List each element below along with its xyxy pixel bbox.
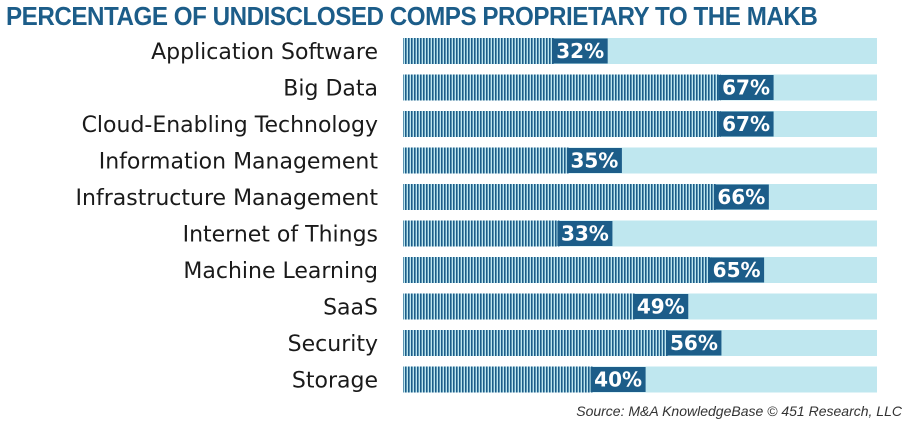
bar — [403, 330, 669, 356]
bar — [403, 38, 555, 64]
value-label: 40% — [594, 368, 642, 392]
category-label: Machine Learning — [183, 259, 378, 284]
value-label: 49% — [637, 295, 685, 319]
bar-row: Application Software 32% — [151, 38, 877, 65]
value-label-box — [590, 367, 646, 392]
bar-row: Machine Learning 65% — [183, 257, 877, 284]
value-label: 65% — [713, 258, 761, 282]
value-label-box — [718, 111, 774, 137]
bar-row: Information Management 35% — [99, 147, 877, 175]
category-label: Cloud-Enabling Technology — [82, 113, 378, 138]
category-label: SaaS — [323, 296, 378, 321]
value-label-box — [557, 221, 613, 246]
value-label: 35% — [570, 149, 618, 173]
bar-row: Security 56% — [288, 330, 877, 357]
value-label-box — [709, 257, 765, 283]
value-label-box — [666, 330, 722, 356]
category-label: Application Software — [151, 40, 378, 65]
category-label: Information Management — [99, 150, 379, 175]
value-label: 56% — [670, 331, 718, 355]
bar — [403, 366, 593, 393]
value-label-box — [633, 294, 689, 319]
value-label: 67% — [722, 76, 770, 100]
bar-row: Big Data 67% — [283, 74, 877, 102]
bar — [403, 147, 569, 174]
source-note: Source: M&A KnowledgeBase © 451 Research… — [576, 403, 902, 419]
bar — [403, 184, 716, 210]
value-label: 66% — [717, 185, 765, 209]
bar-row: Internet of Things 33% — [183, 220, 877, 248]
bar-row: Storage 40% — [292, 366, 877, 394]
value-label: 32% — [556, 39, 604, 63]
category-label: Infrastructure Management — [76, 186, 379, 211]
value-label: 33% — [561, 222, 609, 246]
value-label: 67% — [722, 112, 770, 136]
value-label-box — [718, 75, 774, 100]
bar-row: Cloud-Enabling Technology 67% — [82, 111, 877, 138]
value-label-box — [713, 184, 769, 210]
bar — [403, 74, 721, 101]
value-label-box — [566, 148, 622, 173]
bar — [403, 220, 560, 247]
bar-row: SaaS 49% — [323, 293, 877, 321]
bar — [403, 293, 636, 320]
bar-row: Infrastructure Management 66% — [76, 184, 877, 211]
chart-title: PERCENTAGE OF UNDISCLOSED COMPS PROPRIET… — [6, 1, 818, 31]
value-label-box — [552, 38, 608, 64]
bar — [403, 257, 712, 283]
category-label: Internet of Things — [183, 223, 378, 248]
chart-rows: Application Software 32%Big Data 67%Cloud-… — [76, 38, 877, 394]
category-label: Security — [288, 332, 378, 357]
category-label: Storage — [292, 369, 378, 394]
bar — [403, 111, 721, 137]
category-label: Big Data — [283, 77, 378, 102]
